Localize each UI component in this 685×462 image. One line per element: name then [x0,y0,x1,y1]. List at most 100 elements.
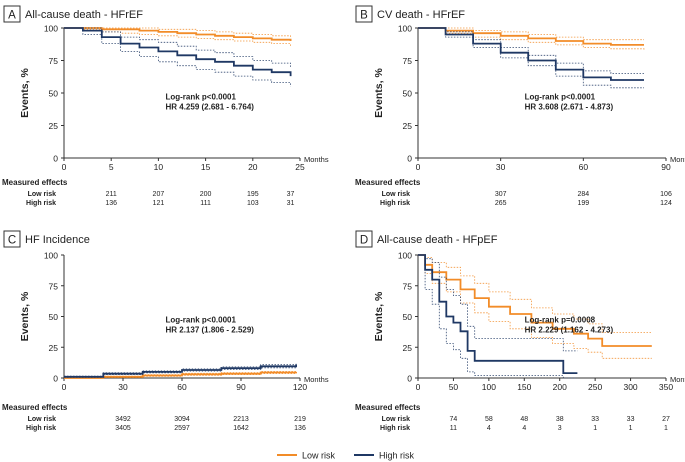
panel-letter-box [355,5,373,23]
risk-table-cell: 111 [200,200,211,207]
y-tick-label: 100 [44,251,58,261]
x-tick-label: 0 [62,162,67,172]
stats-annotation: HR 2.229 (1.162 - 4.273) [525,326,614,335]
legend-label: High risk [379,451,415,461]
risk-table-cell: 136 [294,425,306,432]
stats-annotation: Log-rank p<0.0001 [165,93,236,102]
y-tick-label: 25 [403,121,413,131]
stats-annotation: HR 3.608 (2.671 - 4.873) [525,103,614,112]
legend-item-high-risk: High risk [354,451,415,461]
panel-letter-box [355,230,373,248]
panel-title: HF Incidence [25,234,90,246]
ci-upper-line [64,27,291,67]
risk-table-header: Measured effects [2,403,68,412]
x-tick-label: 10 [154,162,164,172]
risk-table-cell: 195 [247,191,259,198]
panel-letter-box [3,5,21,23]
series-low-risk [418,27,645,51]
panel-letter: D [360,235,368,247]
x-tick-label: 5 [109,162,114,172]
panel-title: All-cause death - HFpEF [377,234,498,246]
x-tick-label: 90 [661,162,671,172]
risk-table-cell: 37 [287,191,295,198]
ci-upper-line [418,27,644,74]
x-tick-label: 150 [517,382,531,392]
y-tick-label: 25 [49,343,59,353]
risk-table-row-label: High risk [380,200,410,207]
risk-table-cell: 3 [558,425,562,432]
risk-table-row-label: High risk [380,425,410,432]
panel-d: D All-cause death - HFpEF Events, % 0 25 50 75… [355,230,685,432]
series-low-risk [64,27,292,47]
risk-table-cell: 3094 [174,416,190,423]
y-tick-label: 100 [44,24,58,34]
x-tick-label: 60 [579,162,589,172]
risk-table-cell: 38 [556,416,564,423]
risk-table-cell: 48 [520,416,528,423]
y-tick-label: 50 [403,89,413,99]
x-axis-label: Months [670,375,685,384]
risk-table-cell: 1642 [233,425,249,432]
y-tick-label: 50 [403,312,413,322]
survival-curve [64,27,292,41]
x-axis-label: Months [304,375,329,384]
risk-table-header: Measured effects [2,178,68,187]
series-high-risk [418,27,644,89]
y-tick-label: 75 [49,281,59,291]
x-tick-label: 0 [416,162,421,172]
ci-upper-line [64,27,291,38]
x-tick-label: 0 [62,382,67,392]
stats-annotation: Log-rank p=0.0008 [525,316,596,325]
x-tick-label: 0 [416,382,421,392]
series-high-risk [64,27,292,87]
risk-table-row-label: High risk [26,425,56,432]
risk-table-cell: 3405 [115,425,131,432]
x-tick-label: 120 [293,382,307,392]
risk-table-cell: 1 [664,425,668,432]
y-tick-label: 50 [49,312,59,322]
ci-upper-line [418,27,644,41]
ci-lower-line [418,254,578,379]
survival-curve [64,27,292,77]
y-tick-label: 25 [49,121,59,131]
y-tick-label: 0 [407,154,412,164]
risk-table-cell: 265 [495,200,507,207]
risk-table-cell: 199 [577,200,589,207]
x-axis-label: Months [304,155,329,164]
risk-table-row-label: Low risk [28,416,57,423]
series-high-risk [64,362,297,378]
x-tick-label: 30 [496,162,506,172]
x-tick-label: 100 [482,382,496,392]
panel-letter: A [8,10,16,22]
risk-table-cell: 219 [294,416,306,423]
y-axis-label: Events, % [373,68,385,118]
x-tick-label: 90 [236,382,246,392]
risk-table-cell: 4 [522,425,526,432]
survival-curve [418,27,644,81]
risk-table-cell: 136 [105,200,117,207]
series-low-risk [418,254,652,359]
risk-table-row-label: High risk [26,200,56,207]
risk-table-header: Measured effects [355,403,421,412]
x-tick-label: 30 [118,382,128,392]
risk-table-cell: 103 [247,200,259,207]
x-axis-label: Months [670,155,685,164]
panel-letter-box [3,230,21,248]
risk-table-cell: 2213 [233,416,249,423]
risk-table-cell: 124 [660,200,672,207]
risk-table-cell: 27 [662,416,670,423]
y-tick-label: 50 [49,89,59,99]
risk-table-cell: 1 [629,425,633,432]
y-tick-label: 0 [53,154,58,164]
risk-table-cell: 11 [450,425,457,432]
risk-table-cell: 211 [106,191,117,198]
risk-table-cell: 74 [450,416,458,423]
ci-upper-line [418,254,652,333]
panel-letter: C [8,235,16,247]
risk-table-cell: 307 [495,191,507,198]
ci-lower-line [418,27,645,51]
risk-table-cell: 284 [577,191,589,198]
ci-lower-line [64,27,291,87]
stats-annotation: Log-rank p<0.0001 [165,316,236,325]
